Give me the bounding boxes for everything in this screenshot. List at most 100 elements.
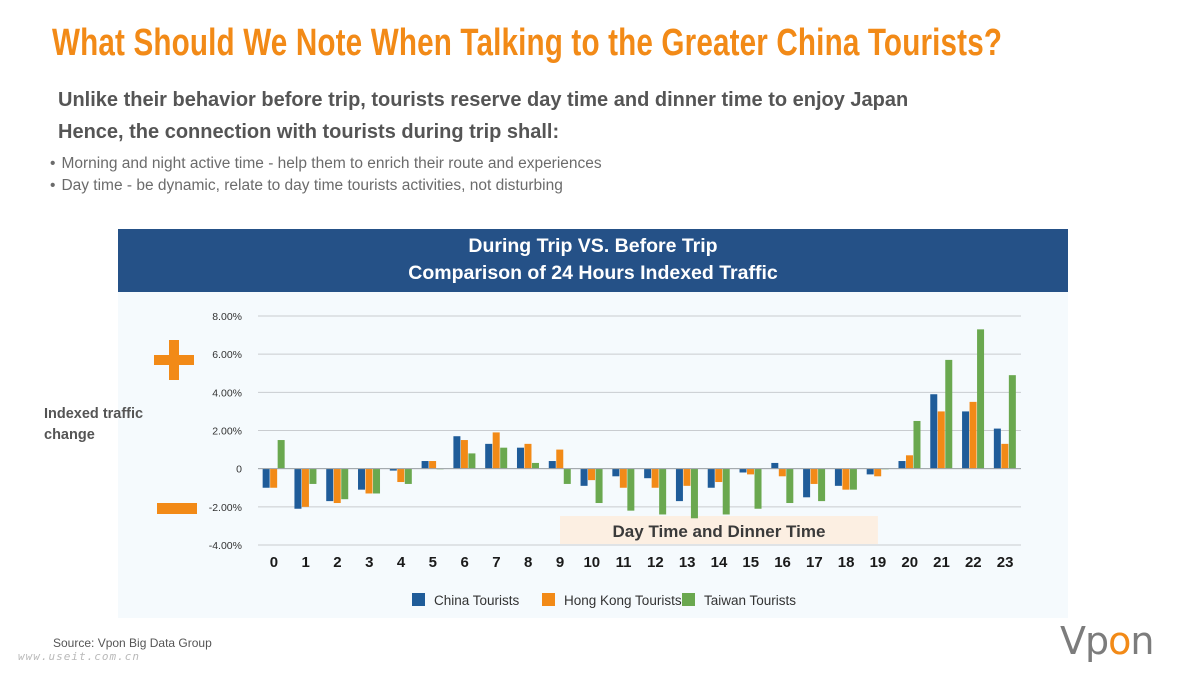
bar [803,468,811,498]
bar [429,461,437,469]
bar [389,468,397,471]
bar [301,468,309,507]
x-tick-label: 21 [933,554,950,571]
x-tick-label: 15 [742,554,759,571]
y-tick-label: 4.00% [212,387,242,399]
bar [341,468,349,500]
bar [747,468,755,475]
bar [485,443,493,469]
bar [977,329,985,469]
bar [810,468,818,484]
bar [962,411,970,469]
vpon-logo: Vpon [1060,619,1154,663]
bar [492,432,500,469]
chart-panel: During Trip VS. Before Trip Comparison o… [118,229,1068,618]
bar [707,468,715,488]
bullet-list: Morning and night active time - help the… [50,153,602,197]
subtitle-line-1: Unlike their behavior before trip, touri… [58,89,909,111]
x-tick-label: 19 [870,554,887,571]
x-tick-label: 3 [365,554,373,571]
page-title: What Should We Note When Talking to the … [52,22,1003,64]
bar [771,462,779,469]
x-tick-label: 23 [997,554,1014,571]
bar [651,468,659,488]
bar [270,468,278,488]
x-tick-label: 11 [616,554,632,571]
bar [262,468,270,488]
bar [556,449,564,469]
bar [373,468,381,494]
legend-swatch [542,593,555,606]
annotation-label: Day Time and Dinner Time [613,522,826,541]
x-tick-label: 22 [965,554,982,571]
bar [739,468,747,473]
bar [722,468,730,515]
bar [580,468,588,486]
bar [1008,375,1016,469]
bar [937,411,945,469]
bar [277,440,285,469]
legend-label: China Tourists [434,593,520,608]
x-tick-label: 4 [397,554,406,571]
y-tick-label: 0 [236,464,242,476]
y-axis-label: Indexed traffic change [44,406,144,443]
bar [397,468,405,483]
bar [715,468,723,483]
x-tick-label: 9 [556,554,564,571]
x-tick-label: 8 [524,554,532,571]
bar [468,453,476,469]
y-tick-label: 2.00% [212,426,242,438]
bar [612,468,620,477]
bar [404,468,412,484]
bar [326,468,334,502]
bar [309,468,317,484]
legend-swatch [412,593,425,606]
x-tick-label: 2 [333,554,341,571]
bar [683,468,691,486]
chart-header: During Trip VS. Before Trip Comparison o… [118,229,1068,292]
minus-icon [157,503,197,514]
annotation-band [560,516,878,544]
bar [500,447,508,469]
bar [460,440,468,469]
x-tick-label: 16 [774,554,791,571]
bullet-item: Day time - be dynamic, relate to day tim… [50,175,602,197]
y-tick-label: 8.00% [212,311,242,323]
x-tick-label: 1 [302,554,310,571]
bar [969,401,977,469]
chart-subtitle: Comparison of 24 Hours Indexed Traffic [408,262,778,284]
bar [818,468,826,502]
bar [834,468,842,486]
bar [849,468,857,490]
x-tick-label: 20 [901,554,918,571]
bar [294,468,302,509]
bar [421,461,429,469]
bar [595,468,603,504]
bar [898,461,906,469]
bar [453,436,461,469]
bar [905,455,913,469]
x-tick-label: 7 [492,554,500,571]
y-tick-label: -2.00% [209,502,242,514]
bar [333,468,341,504]
plus-icon-bar [154,355,194,365]
x-tick-label: 18 [838,554,855,571]
y-tick-label: 6.00% [212,349,242,361]
legend-swatch [682,593,695,606]
x-tick-label: 17 [806,554,823,571]
bar [778,468,786,477]
subtitle-line-2: Hence, the connection with tourists duri… [58,121,560,143]
bar [866,468,874,475]
y-tick-label: -4.00% [209,540,242,552]
bullet-item: Morning and night active time - help the… [50,153,601,175]
bar [548,461,556,469]
bar [588,468,596,481]
bar [659,468,667,515]
bar-chart: 8.00% 6.00% 4.00% 2.00% 0 -2.00% -4.00% Day Tim… [209,311,1021,608]
bar [627,468,635,511]
source-note: Source: Vpon Big Data Group [53,636,212,650]
bar [619,468,627,488]
watermark: www.useit.com.cn [18,650,140,663]
x-tick-label: 10 [583,554,600,571]
bar [531,462,539,469]
